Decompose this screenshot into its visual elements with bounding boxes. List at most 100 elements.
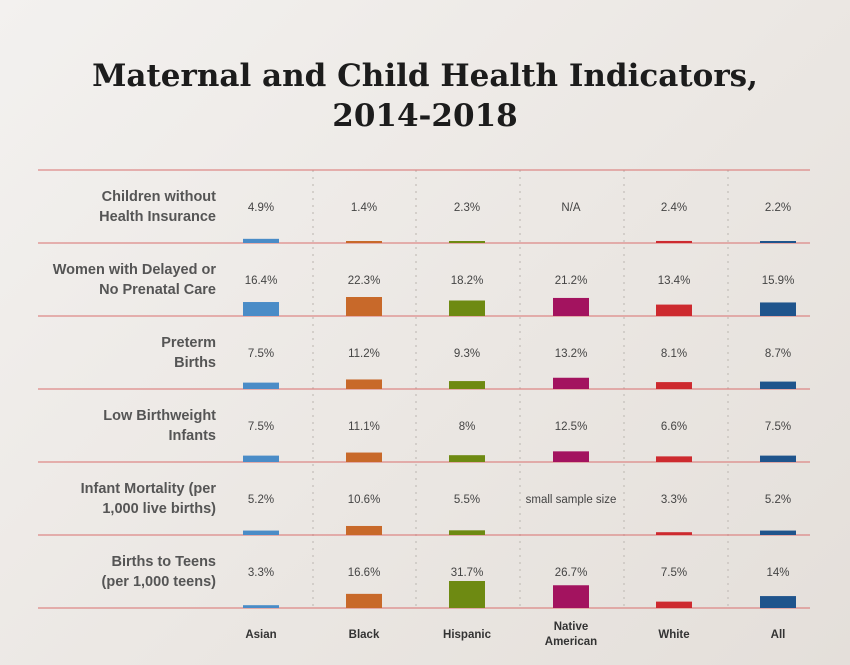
value-label: 31.7% (451, 567, 484, 579)
value-label: 22.3% (348, 275, 381, 287)
bar (553, 451, 589, 462)
bar (760, 530, 796, 535)
bar (346, 241, 382, 243)
value-label: 7.5% (248, 348, 274, 360)
value-label: 5.2% (765, 494, 791, 506)
value-label: 1.4% (351, 202, 377, 214)
value-label: 10.6% (348, 494, 381, 506)
column-label-line: White (658, 629, 689, 641)
column-label-line: Native (554, 621, 589, 633)
chart-title-line-1: Maternal and Child Health Indicators, (92, 58, 758, 94)
bar (243, 455, 279, 462)
row-label: Births to Teens (per 1,000 teens) (102, 554, 217, 590)
row-label-line: Health Insurance (99, 209, 216, 225)
row-label-line: (per 1,000 teens) (102, 574, 217, 590)
value-label: 7.5% (661, 567, 687, 579)
bar (553, 377, 589, 389)
value-label: 8% (459, 421, 476, 433)
row-label: Women with Delayed or No Prenatal Care (53, 262, 217, 298)
chart-title: Maternal and Child Health Indicators, 20… (0, 56, 850, 136)
value-label: small sample size (526, 494, 617, 506)
column-label: White (658, 629, 689, 641)
column-label: All (771, 629, 786, 641)
bar (449, 455, 485, 462)
value-label: 26.7% (555, 567, 588, 579)
bar (656, 532, 692, 535)
value-label: 7.5% (765, 421, 791, 433)
value-label: 21.2% (555, 275, 588, 287)
column-label-line: American (545, 636, 597, 648)
bar (656, 456, 692, 462)
value-label: 18.2% (451, 275, 484, 287)
column-label-line: All (771, 629, 786, 641)
value-label: 3.3% (661, 494, 687, 506)
value-label: 2.4% (661, 202, 687, 214)
row-label-line: 1,000 live births) (102, 501, 216, 517)
row-label-line: Births (174, 355, 216, 371)
column-label-line: Hispanic (443, 629, 492, 641)
value-label: 13.4% (658, 275, 691, 287)
bar (346, 379, 382, 389)
bar (656, 304, 692, 316)
value-label: 2.3% (454, 202, 480, 214)
row-label-line: No Prenatal Care (99, 282, 216, 298)
value-label: 8.1% (661, 348, 687, 360)
bar (760, 241, 796, 243)
row-label-line: Low Birthweight (103, 408, 216, 424)
row-label-line: Children without (102, 189, 217, 205)
row-label-line: Women with Delayed or (53, 262, 217, 278)
value-label: 11.1% (348, 421, 380, 433)
row-label: Preterm Births (161, 335, 216, 371)
row-label: Low Birthweight Infants (103, 408, 216, 444)
value-label: 16.4% (245, 275, 278, 287)
value-label: 13.2% (555, 348, 588, 360)
bar (656, 240, 692, 243)
bar (243, 238, 279, 243)
value-label: 14% (766, 567, 789, 579)
bar (656, 601, 692, 608)
row-label: Children without Health Insurance (99, 189, 216, 225)
bar (346, 297, 382, 316)
bar (346, 525, 382, 535)
bar (449, 581, 485, 608)
chart-title-line-2: 2014-2018 (332, 98, 518, 134)
value-label: 7.5% (248, 421, 274, 433)
row-label-line: Infant Mortality (per (81, 481, 217, 497)
value-label: 6.6% (661, 421, 687, 433)
value-label: 2.2% (765, 202, 791, 214)
value-label: 16.6% (348, 567, 381, 579)
value-label: 12.5% (555, 421, 588, 433)
bar (243, 302, 279, 316)
value-label: 9.3% (454, 348, 480, 360)
bar (346, 593, 382, 608)
value-label: 8.7% (765, 348, 791, 360)
bar (760, 381, 796, 389)
value-label: 5.2% (248, 494, 274, 506)
bar (449, 300, 485, 316)
value-label: N/A (561, 202, 581, 214)
value-label: 5.5% (454, 494, 480, 506)
row-label-line: Preterm (161, 335, 216, 351)
column-label-line: Black (349, 629, 380, 641)
bar (449, 530, 485, 535)
bar (553, 297, 589, 316)
row-label-line: Births to Teens (112, 554, 216, 570)
bar (449, 381, 485, 389)
row-label: Infant Mortality (per 1,000 live births) (81, 481, 217, 517)
bar (553, 585, 589, 608)
column-label: Asian (245, 629, 276, 641)
bar (656, 382, 692, 389)
value-label: 15.9% (762, 275, 795, 287)
value-label: 3.3% (248, 567, 274, 579)
bar (760, 302, 796, 316)
bar (449, 241, 485, 243)
bar (760, 455, 796, 462)
column-label-line: Asian (245, 629, 276, 641)
value-label: 11.2% (348, 348, 380, 360)
value-label: 4.9% (248, 202, 274, 214)
bar (760, 596, 796, 608)
column-label: Black (349, 629, 380, 641)
row-label-line: Infants (168, 428, 216, 444)
bar (243, 605, 279, 608)
